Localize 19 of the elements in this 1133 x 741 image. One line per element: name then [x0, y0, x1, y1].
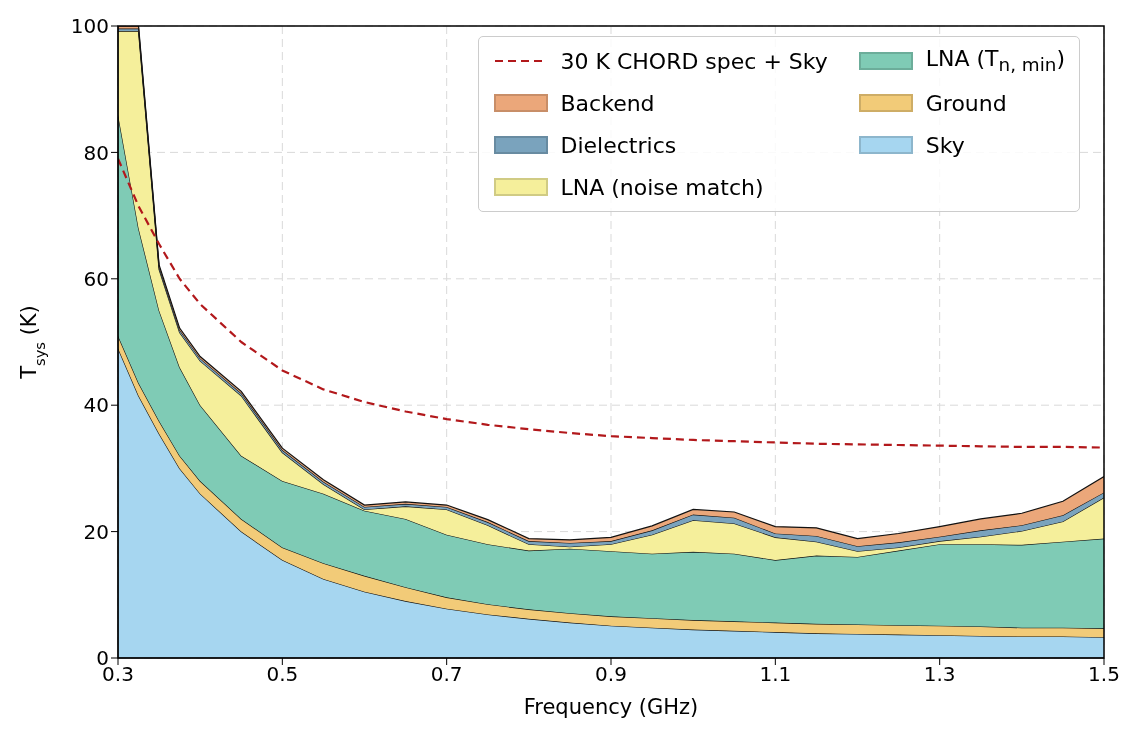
- legend-label: LNA (T$_{n, min}$): [925, 46, 1065, 76]
- y-tick-label: 40: [83, 393, 109, 418]
- legend-label: Dielectrics: [560, 132, 677, 158]
- legend-label: 30 K CHORD spec + Sky: [560, 48, 828, 74]
- x-tick-label: 0.9: [595, 662, 627, 687]
- legend-label: Backend: [560, 90, 655, 116]
- y-tick-label: 60: [83, 266, 109, 291]
- x-tick-label: 0.5: [266, 662, 299, 687]
- y-tick-label: 80: [83, 140, 109, 165]
- y-tick-label: 20: [83, 519, 109, 544]
- y-tick-label: 100: [70, 14, 109, 39]
- x-tick-label: 1.3: [923, 662, 956, 687]
- legend-label: Ground: [925, 90, 1007, 116]
- legend-label: LNA (noise match): [560, 174, 764, 200]
- x-tick-label: 1.5: [1088, 662, 1120, 687]
- legend-label: Sky: [925, 132, 965, 158]
- x-tick-label: 0.7: [430, 662, 463, 687]
- x-tick-label: 1.1: [759, 662, 792, 687]
- x-axis-title: Frequency (GHz): [523, 695, 699, 719]
